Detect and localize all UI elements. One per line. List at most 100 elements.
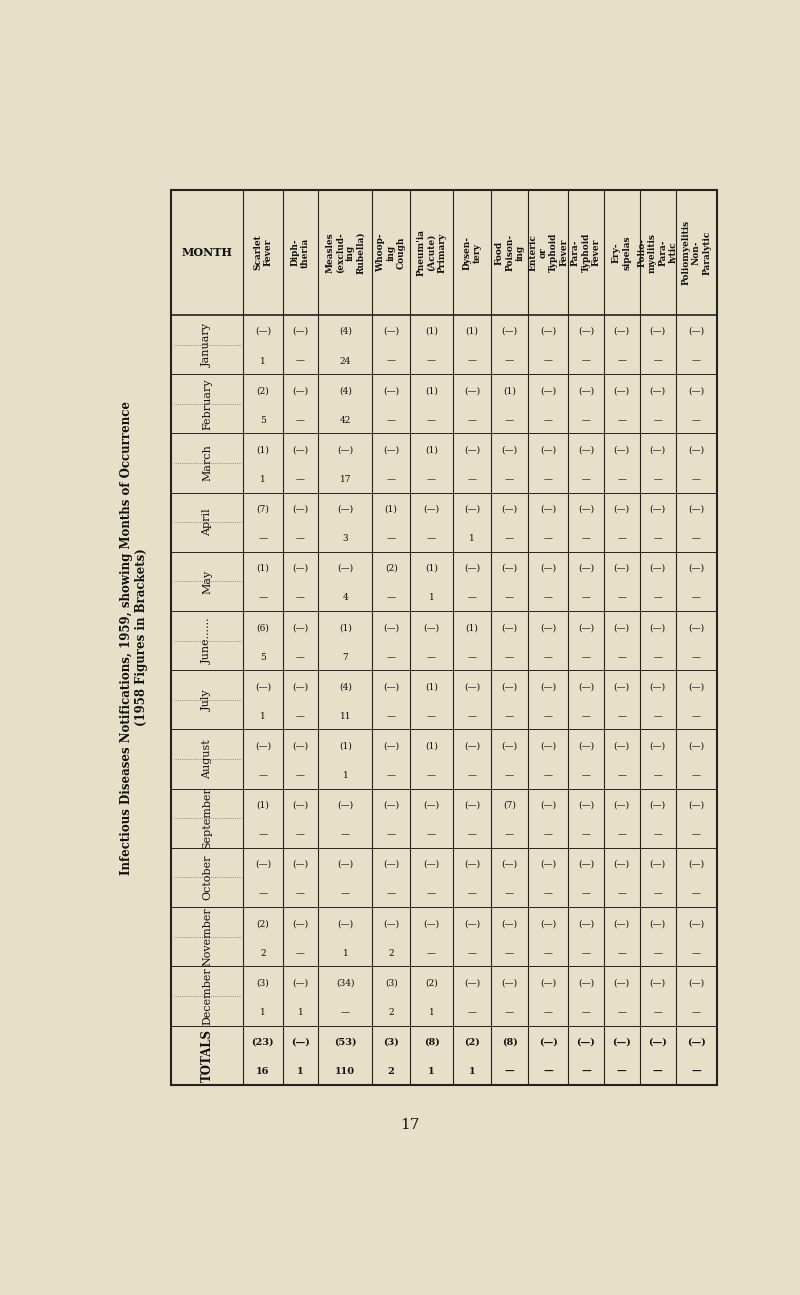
Text: (—): (—) bbox=[650, 682, 666, 692]
Text: (—): (—) bbox=[688, 445, 704, 455]
Text: —: — bbox=[692, 356, 701, 365]
Text: (—): (—) bbox=[540, 445, 556, 455]
Text: —: — bbox=[427, 949, 436, 958]
Text: July: July bbox=[202, 689, 212, 711]
Text: (—): (—) bbox=[578, 742, 594, 751]
Text: (53): (53) bbox=[334, 1037, 357, 1046]
Text: —: — bbox=[544, 771, 553, 780]
Text: (1): (1) bbox=[503, 386, 516, 395]
Text: (—): (—) bbox=[578, 682, 594, 692]
Text: (1): (1) bbox=[256, 445, 270, 455]
Text: (—): (—) bbox=[650, 979, 666, 987]
Text: (1): (1) bbox=[425, 563, 438, 572]
Text: (—): (—) bbox=[293, 505, 309, 514]
Text: (—): (—) bbox=[502, 919, 518, 929]
Text: (1): (1) bbox=[339, 742, 352, 751]
Text: February: February bbox=[202, 378, 212, 430]
Text: (—): (—) bbox=[614, 860, 630, 869]
Text: April: April bbox=[202, 509, 212, 536]
Text: (2): (2) bbox=[464, 1037, 480, 1046]
Text: 1: 1 bbox=[469, 535, 474, 544]
Text: —: — bbox=[582, 535, 590, 544]
Text: —: — bbox=[618, 771, 626, 780]
Text: 1: 1 bbox=[260, 712, 266, 721]
Text: (—): (—) bbox=[464, 919, 480, 929]
Text: —: — bbox=[467, 475, 477, 484]
Text: (—): (—) bbox=[614, 328, 630, 335]
Text: (1): (1) bbox=[466, 328, 478, 335]
Text: (—): (—) bbox=[502, 682, 518, 692]
Text: 5: 5 bbox=[260, 416, 266, 425]
Text: 1: 1 bbox=[260, 1008, 266, 1017]
Text: (—): (—) bbox=[614, 386, 630, 395]
Text: —: — bbox=[386, 712, 396, 721]
Text: —: — bbox=[582, 949, 590, 958]
Text: (—): (—) bbox=[502, 445, 518, 455]
Text: 42: 42 bbox=[340, 416, 351, 425]
Text: Pneum'ia
(Acute)
Primary: Pneum'ia (Acute) Primary bbox=[417, 229, 446, 276]
Text: —: — bbox=[505, 771, 514, 780]
Text: Para-
Typhoid
Fever: Para- Typhoid Fever bbox=[571, 233, 601, 272]
Text: (—): (—) bbox=[293, 328, 309, 335]
Text: (—): (—) bbox=[614, 979, 630, 987]
Text: (—): (—) bbox=[650, 919, 666, 929]
Text: (8): (8) bbox=[424, 1037, 439, 1046]
Text: (—): (—) bbox=[578, 919, 594, 929]
Text: (1): (1) bbox=[466, 623, 478, 632]
Text: (—): (—) bbox=[577, 1037, 595, 1046]
Text: December: December bbox=[202, 967, 212, 1024]
Text: —: — bbox=[467, 1008, 477, 1017]
Text: (—): (—) bbox=[293, 386, 309, 395]
Text: —: — bbox=[544, 356, 553, 365]
Text: (—): (—) bbox=[614, 445, 630, 455]
Text: —: — bbox=[427, 653, 436, 662]
Text: —: — bbox=[467, 712, 477, 721]
Text: (—): (—) bbox=[688, 979, 704, 987]
Text: (—): (—) bbox=[614, 505, 630, 514]
Text: (—): (—) bbox=[540, 563, 556, 572]
Text: (2): (2) bbox=[385, 563, 398, 572]
Text: (—): (—) bbox=[464, 979, 480, 987]
Text: (—): (—) bbox=[650, 445, 666, 455]
Text: —: — bbox=[505, 593, 514, 602]
Text: —: — bbox=[618, 593, 626, 602]
Text: (—): (—) bbox=[464, 800, 480, 809]
Text: —: — bbox=[618, 653, 626, 662]
Text: —: — bbox=[386, 356, 396, 365]
Text: TOTALS: TOTALS bbox=[201, 1028, 214, 1081]
Text: —: — bbox=[544, 593, 553, 602]
Text: (—): (—) bbox=[383, 386, 399, 395]
Text: (6): (6) bbox=[256, 623, 270, 632]
Text: (—): (—) bbox=[648, 1037, 667, 1046]
Text: —: — bbox=[505, 1067, 514, 1076]
Text: —: — bbox=[618, 1008, 626, 1017]
Text: (—): (—) bbox=[687, 1037, 706, 1046]
Text: (—): (—) bbox=[464, 386, 480, 395]
Text: (—): (—) bbox=[502, 623, 518, 632]
Text: (—): (—) bbox=[614, 800, 630, 809]
Text: (—): (—) bbox=[338, 445, 354, 455]
Text: —: — bbox=[618, 535, 626, 544]
Text: Food
Poison-
ing: Food Poison- ing bbox=[494, 234, 525, 271]
Text: —: — bbox=[386, 593, 396, 602]
Text: (—): (—) bbox=[383, 919, 399, 929]
Text: (—): (—) bbox=[291, 1037, 310, 1046]
Text: (7): (7) bbox=[256, 505, 270, 514]
Text: —: — bbox=[692, 712, 701, 721]
Text: (—): (—) bbox=[383, 860, 399, 869]
Text: (—): (—) bbox=[578, 800, 594, 809]
Text: (—): (—) bbox=[383, 328, 399, 335]
Text: (—): (—) bbox=[688, 563, 704, 572]
Text: (—): (—) bbox=[578, 328, 594, 335]
Text: (2): (2) bbox=[257, 386, 270, 395]
Text: —: — bbox=[258, 535, 267, 544]
Text: —: — bbox=[386, 771, 396, 780]
Text: —: — bbox=[296, 593, 305, 602]
Text: —: — bbox=[427, 890, 436, 899]
Text: Poliomyelitis
Non-
Paralytic: Poliomyelitis Non- Paralytic bbox=[682, 220, 711, 285]
Text: MONTH: MONTH bbox=[182, 247, 233, 258]
Text: (—): (—) bbox=[502, 563, 518, 572]
Text: —: — bbox=[467, 949, 477, 958]
Text: (1): (1) bbox=[425, 386, 438, 395]
Text: —: — bbox=[467, 356, 477, 365]
